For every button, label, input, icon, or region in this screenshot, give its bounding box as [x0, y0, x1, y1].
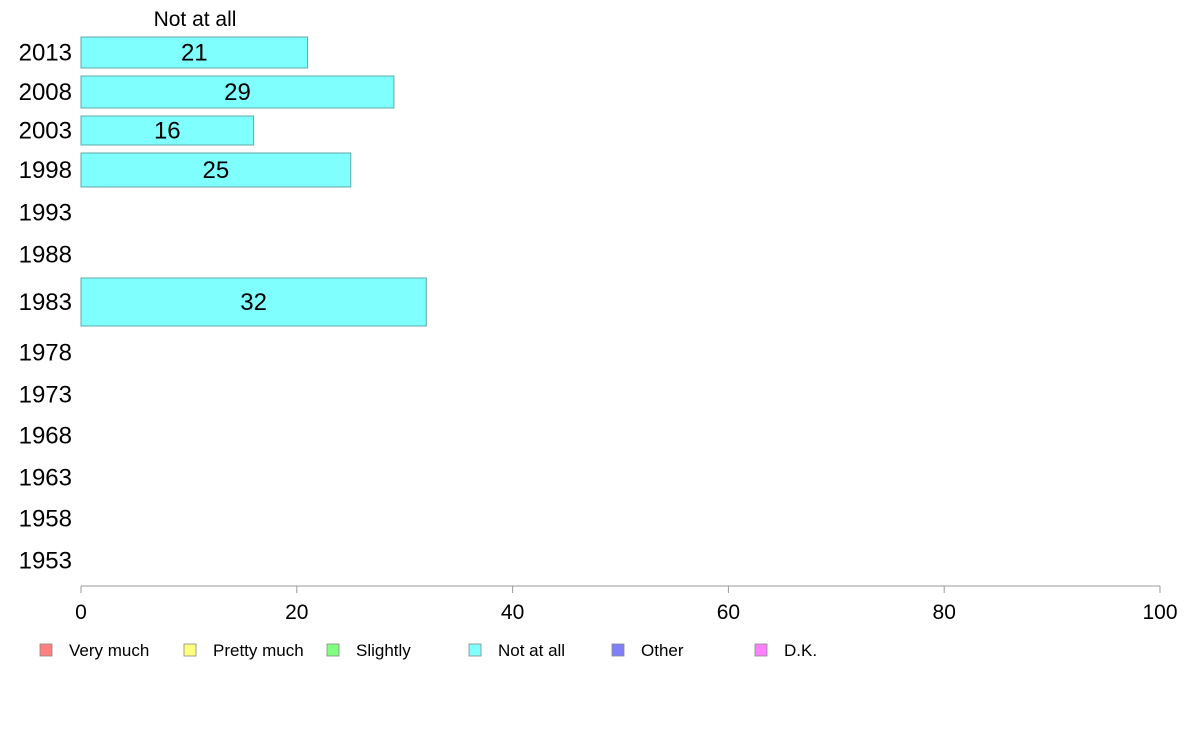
column-header: Not at all	[154, 8, 237, 31]
chart-row-1968: 1968	[19, 423, 72, 450]
x-tick-label: 20	[285, 601, 308, 624]
legend-swatch	[468, 643, 482, 657]
legend-swatch	[754, 643, 768, 657]
y-tick-label: 1953	[19, 548, 72, 575]
x-tick-label: 40	[501, 601, 524, 624]
legend-label: Pretty much	[213, 641, 304, 660]
bar-value-label: 25	[203, 157, 230, 184]
chart-row-1978: 1978	[19, 340, 72, 367]
y-tick-label: 1988	[19, 242, 72, 269]
legend-label: Not at all	[498, 641, 565, 660]
y-tick-label: 1998	[19, 157, 72, 184]
bar	[80, 115, 255, 146]
x-tick-label: 60	[717, 601, 740, 624]
chart-row-1983: 1983 32	[19, 277, 427, 327]
legend-label: Very much	[69, 641, 149, 660]
legend-label: D.K.	[784, 641, 817, 660]
bar-value-label: 21	[181, 40, 208, 67]
bar	[80, 152, 352, 188]
y-tick-label: 1983	[19, 289, 72, 316]
bar	[80, 36, 309, 69]
y-tick-label: 1963	[19, 465, 72, 492]
legend-label: Other	[641, 641, 684, 660]
x-tick-label: 0	[75, 601, 87, 624]
x-axis: 0 20 40 60 80 100	[75, 585, 1178, 624]
bar-value-label: 29	[224, 79, 251, 106]
legend-swatch	[183, 643, 197, 657]
x-tick-label: 80	[933, 601, 956, 624]
y-tick-label: 1978	[19, 340, 72, 367]
y-tick-label: 1968	[19, 423, 72, 450]
y-tick-label: 2003	[19, 118, 72, 145]
y-tick-label: 1993	[19, 200, 72, 227]
chart-row-1998: 1998 25	[19, 152, 352, 188]
legend-swatch	[326, 643, 340, 657]
legend: Very much Pretty much Slightly Not at all Ot…	[39, 641, 817, 660]
bar-value-label: 32	[240, 289, 267, 316]
y-tick-label: 2008	[19, 79, 72, 106]
bar	[80, 75, 395, 109]
y-tick-label: 2013	[19, 40, 72, 67]
legend-item: Other	[611, 641, 684, 660]
legend-item: D.K.	[754, 641, 817, 660]
y-tick-label: 1958	[19, 506, 72, 533]
legend-item: Very much	[39, 641, 149, 660]
chart-row-1973: 1973	[19, 382, 72, 409]
chart-row-1988: 1988	[19, 242, 72, 269]
x-tick-label: 100	[1142, 601, 1177, 624]
chart-row-2013: 2013 21	[19, 36, 309, 69]
chart-row-1963: 1963	[19, 465, 72, 492]
y-tick-label: 1973	[19, 382, 72, 409]
chart-row-1958: 1958	[19, 506, 72, 533]
chart-row-2008: 2008 29	[19, 75, 395, 109]
legend-item: Slightly	[326, 641, 411, 660]
legend-label: Slightly	[356, 641, 411, 660]
bar-value-label: 16	[154, 118, 181, 145]
chart-row-2003: 2003 16	[19, 115, 255, 146]
legend-item: Pretty much	[183, 641, 304, 660]
chart-row-1953: 1953	[19, 548, 72, 575]
legend-swatch	[611, 643, 625, 657]
legend-item: Not at all	[468, 641, 565, 660]
bar	[80, 277, 427, 327]
legend-swatch	[39, 643, 53, 657]
chart-row-1993: 1993	[19, 200, 72, 227]
